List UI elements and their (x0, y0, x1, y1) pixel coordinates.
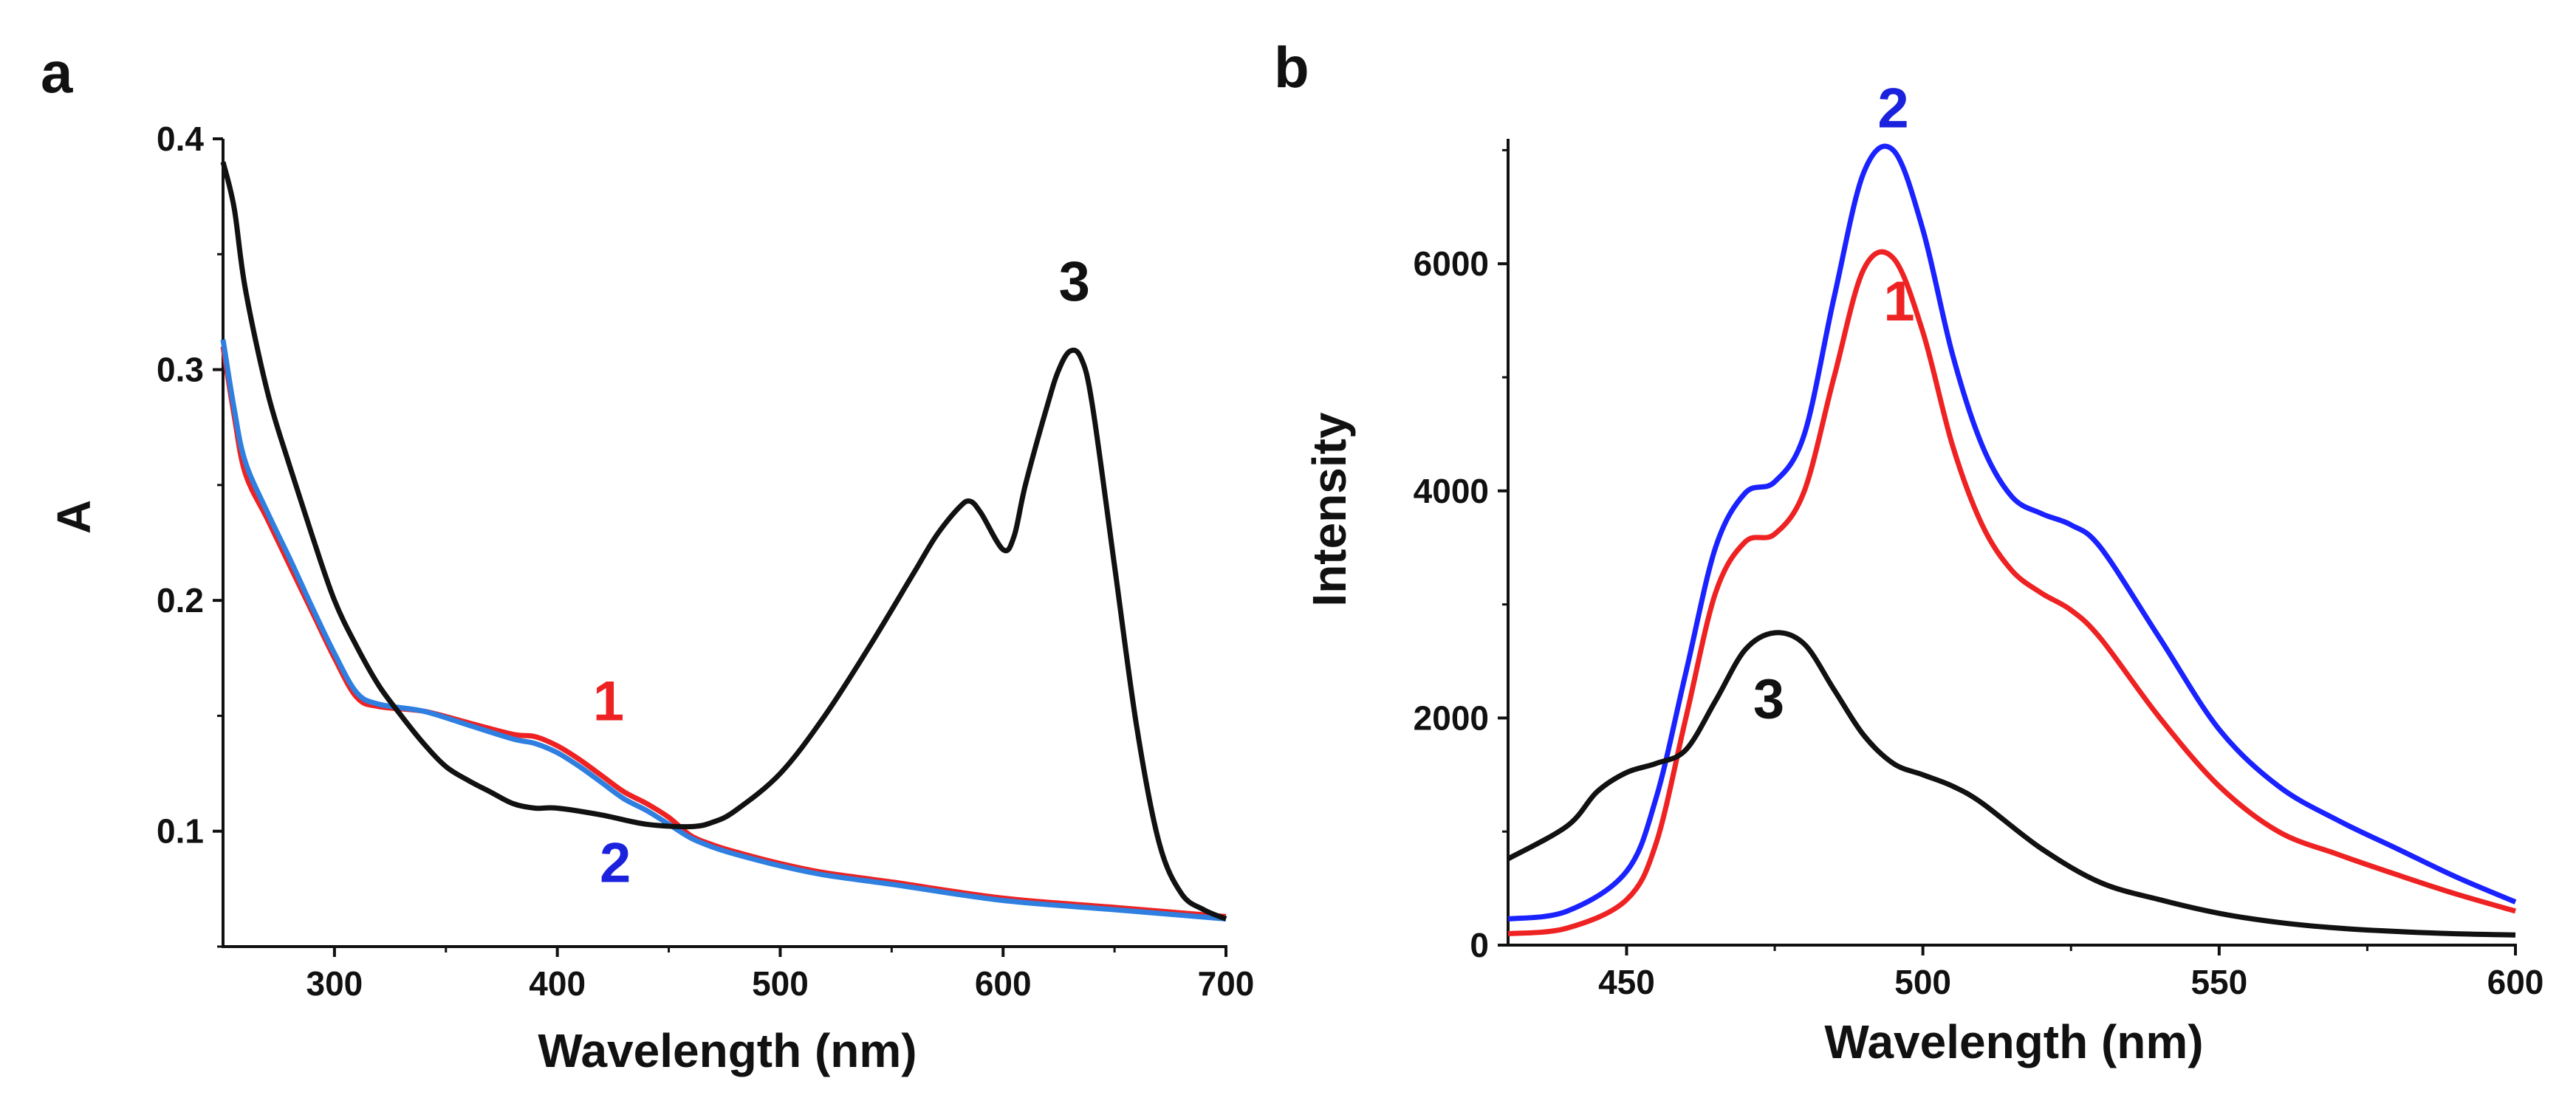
curve-label-2: 2 (600, 831, 631, 894)
series-line-2 (220, 339, 1227, 921)
panel-b-letter: b (1274, 35, 1309, 100)
panel-a-chart: a A Wavelength (nm) 300 400 500 600 700 0.1 0.… (41, 40, 1254, 1077)
panel-a-series (220, 161, 1227, 921)
series-line-3 (220, 161, 1227, 921)
curve-label-3: 3 (1753, 667, 1784, 730)
panel-a-letter: a (41, 40, 73, 105)
x-tick-label: 300 (306, 964, 363, 1003)
y-tick-label: 0 (1470, 926, 1489, 964)
panel-b-chart: b Intensity Wavelength (nm) 450 500 550 600… (1274, 35, 2544, 1068)
curve-label-2: 2 (1877, 78, 1908, 140)
panel-a-annotations: 1 2 3 (593, 250, 1090, 895)
curve-label-3: 3 (1059, 250, 1090, 313)
panel-a-x-axis-title: Wavelength (nm) (538, 1024, 917, 1077)
curve-label-1: 1 (1883, 270, 1914, 333)
panel-b-annotations: 1 2 3 (1753, 78, 1915, 731)
x-tick-label: 600 (975, 964, 1032, 1003)
y-tick-label: 4000 (1414, 472, 1489, 510)
y-tick-label: 0.1 (157, 812, 204, 851)
curve-label-1: 1 (593, 670, 624, 733)
panel-b-x-axis-title: Wavelength (nm) (1824, 1015, 2203, 1068)
panel-b-series (1507, 143, 2517, 938)
x-tick-label: 400 (529, 964, 586, 1003)
panel-b-y-axis-title: Intensity (1303, 412, 1356, 607)
x-tick-label: 500 (752, 964, 809, 1003)
series-line-1 (220, 346, 1227, 919)
series-line-2 (1507, 143, 2517, 922)
y-tick-label: 0.4 (157, 120, 204, 158)
x-tick-label: 450 (1598, 963, 1655, 1001)
x-tick-label: 550 (2190, 963, 2247, 1001)
y-tick-label: 0.2 (157, 581, 204, 620)
y-tick-label: 6000 (1414, 244, 1489, 283)
series-line-1 (1507, 249, 2516, 937)
x-tick-label: 500 (1894, 963, 1951, 1001)
x-tick-label: 700 (1198, 964, 1255, 1003)
y-tick-label: 0.3 (157, 351, 204, 389)
series-line-3 (1507, 630, 2516, 938)
y-tick-label: 2000 (1414, 699, 1489, 737)
panel-a-y-axis-title: A (47, 500, 100, 534)
x-tick-label: 600 (2487, 963, 2544, 1001)
panel-a-ticks: 300 400 500 600 700 0.1 0.2 0.3 0.4 (157, 120, 1254, 1003)
